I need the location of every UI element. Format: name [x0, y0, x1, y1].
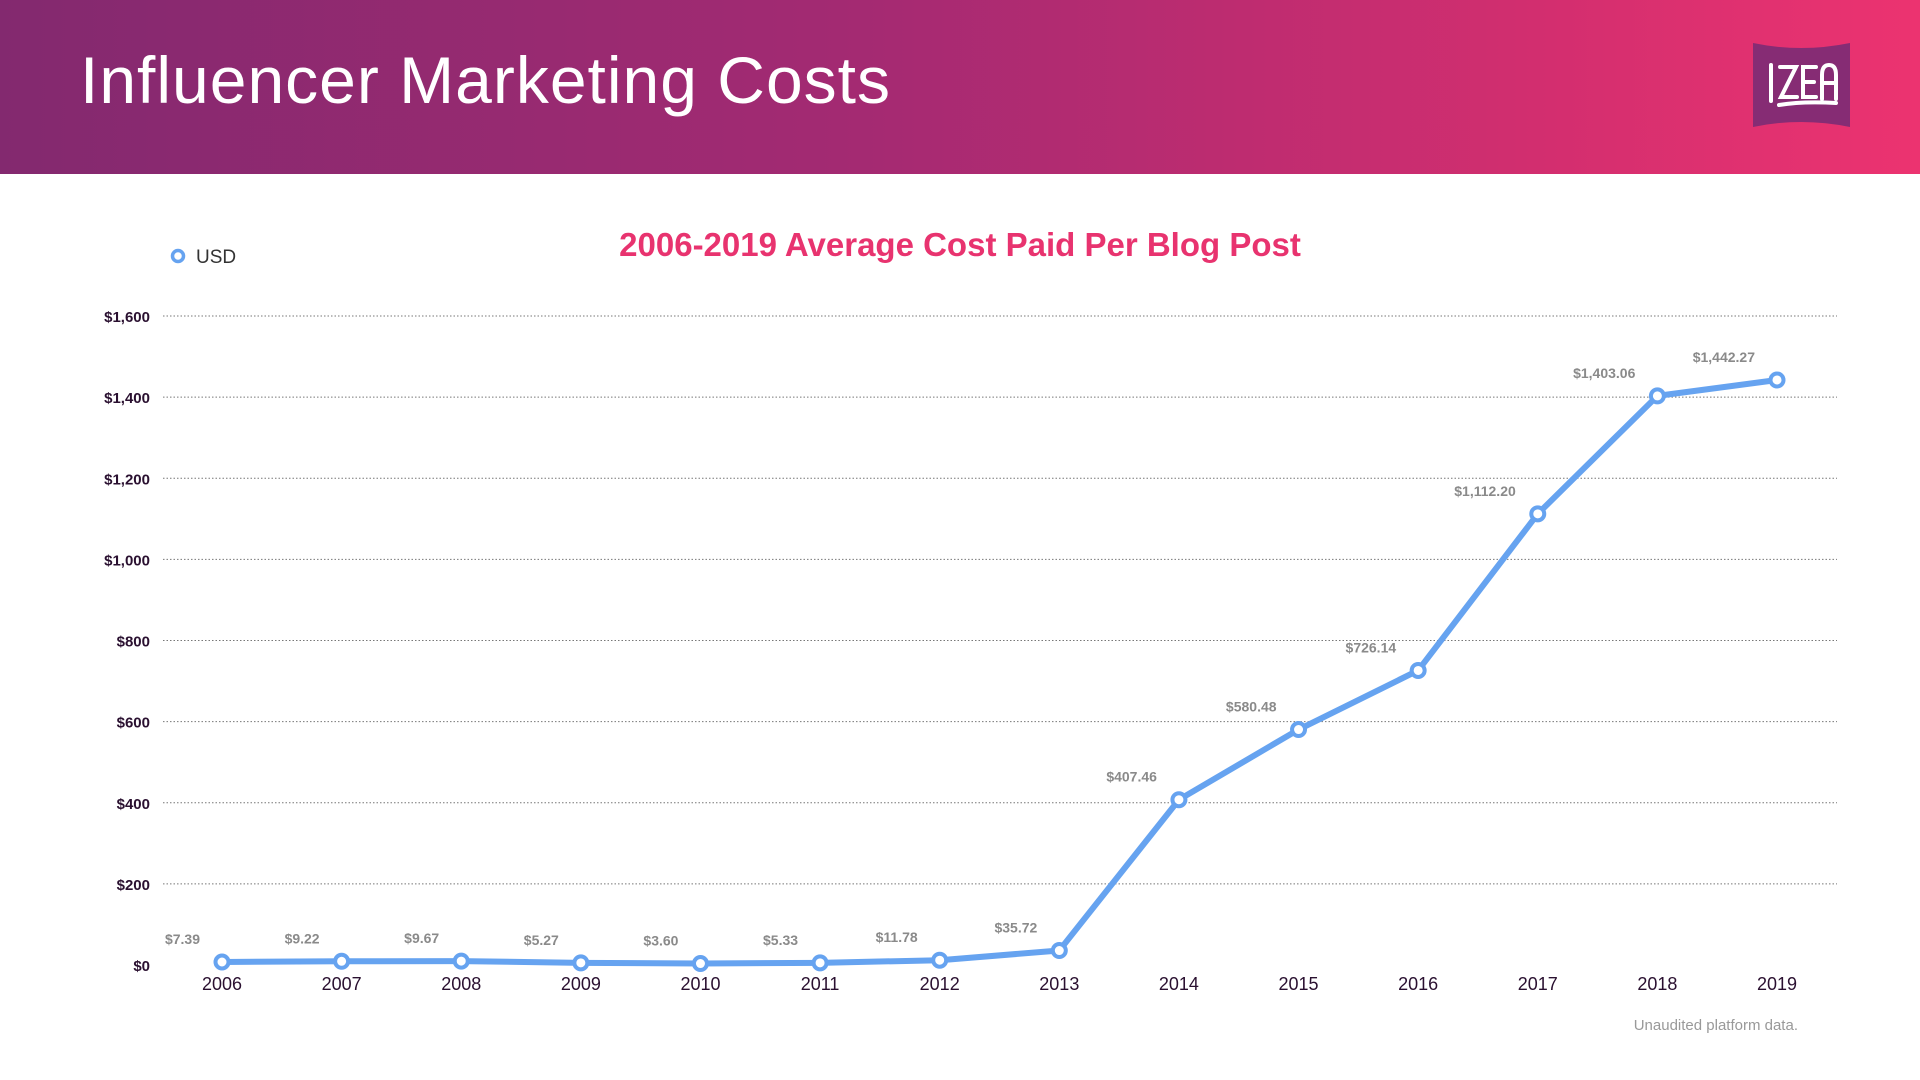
data-label: $407.46 [1106, 769, 1157, 785]
data-label: $5.33 [763, 932, 798, 948]
data-label: $11.78 [876, 929, 918, 945]
x-tick-label: 2011 [801, 974, 840, 994]
data-point [333, 952, 351, 970]
x-tick-label: 2010 [680, 974, 720, 994]
header-banner: Influencer Marketing Costs [0, 0, 1920, 174]
izea-logo [1753, 43, 1850, 127]
y-tick-label: $1,600 [104, 309, 150, 326]
legend: USD [170, 247, 236, 268]
data-point [1290, 721, 1308, 739]
data-point [931, 951, 949, 969]
y-tick-label: $400 [117, 796, 150, 813]
x-tick-label: 2015 [1279, 974, 1319, 994]
data-point [1648, 387, 1666, 405]
data-point [1768, 371, 1786, 389]
x-tick-label: 2014 [1159, 974, 1199, 994]
data-point [572, 954, 590, 972]
data-label: $1,403.06 [1573, 365, 1635, 381]
data-label: $726.14 [1346, 639, 1397, 655]
data-label: $7.39 [165, 931, 200, 947]
x-tick-label: 2019 [1757, 974, 1797, 994]
legend-label: USD [196, 247, 236, 268]
x-tick-label: 2009 [561, 974, 601, 994]
x-tick-label: 2012 [920, 974, 960, 994]
x-tick-label: 2008 [441, 974, 481, 994]
data-label: $1,112.20 [1454, 483, 1516, 499]
data-label: $1,442.27 [1693, 349, 1755, 365]
y-tick-label: $1,400 [104, 390, 150, 407]
series-line-usd [221, 377, 1778, 967]
data-point [691, 955, 709, 973]
data-point [1170, 791, 1188, 809]
y-tick-label: $800 [117, 634, 150, 651]
x-tick-label: 2018 [1637, 974, 1677, 994]
legend-marker [170, 248, 186, 264]
data-label: $5.27 [524, 932, 559, 948]
y-tick-label: $0 [133, 958, 150, 975]
data-label: $9.22 [285, 930, 320, 946]
page-title: Influencer Marketing Costs [80, 43, 892, 117]
data-point [811, 954, 829, 972]
data-point [452, 952, 470, 970]
data-label: $35.72 [994, 920, 1037, 936]
data-label: $9.67 [404, 930, 439, 946]
data-label: $3.60 [643, 933, 678, 949]
x-tick-label: 2007 [322, 974, 362, 994]
footnote: Unaudited platform data. [1633, 1017, 1798, 1034]
y-tick-label: $1,200 [104, 471, 150, 488]
y-tick-label: $1,000 [104, 552, 150, 569]
data-point [1050, 942, 1068, 960]
x-tick-label: 2017 [1518, 974, 1558, 994]
data-point [213, 953, 231, 971]
x-tick-label: 2016 [1398, 974, 1438, 994]
y-tick-label: $600 [117, 715, 150, 732]
x-tick-label: 2013 [1039, 974, 1079, 994]
data-point [1529, 505, 1547, 523]
chart-title: 2006-2019 Average Cost Paid Per Blog Pos… [619, 226, 1301, 263]
data-label: $580.48 [1226, 699, 1277, 715]
y-tick-label: $200 [117, 877, 150, 894]
data-point [1409, 661, 1427, 679]
x-tick-label: 2006 [202, 974, 242, 994]
